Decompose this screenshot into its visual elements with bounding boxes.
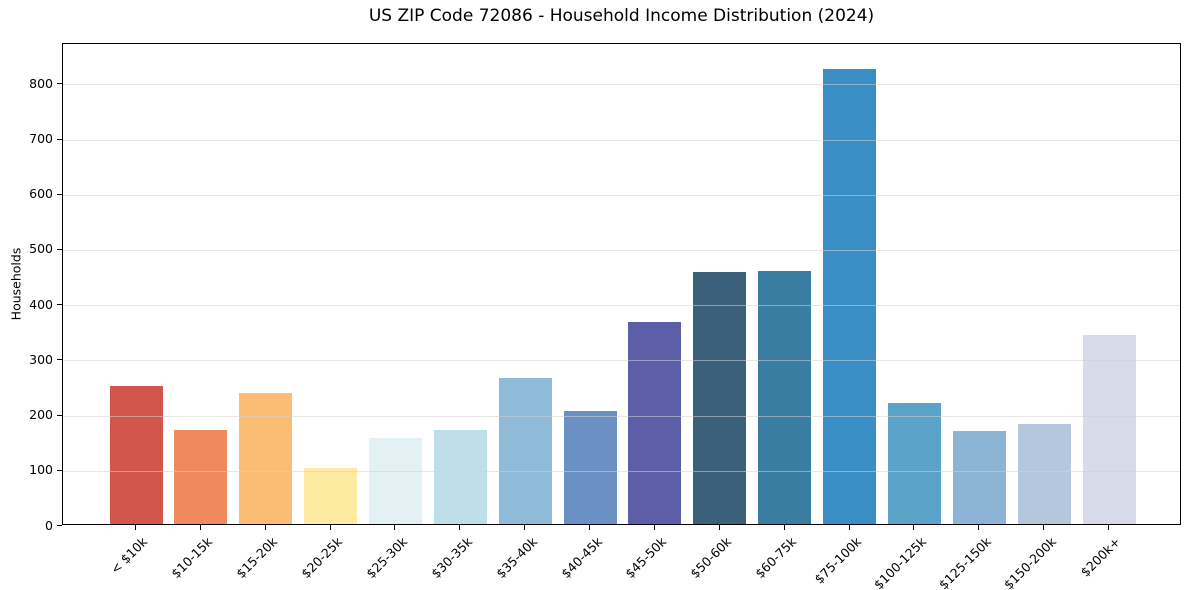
bar-$15-20k bbox=[239, 392, 293, 524]
x-tick-label-$25-30k: $25-30k bbox=[363, 534, 411, 582]
bar-$75-100k bbox=[823, 68, 877, 524]
x-tick-$60-75k bbox=[783, 525, 785, 530]
plot-area bbox=[62, 43, 1181, 525]
gridline-500 bbox=[63, 249, 1180, 251]
bar-$45-50k bbox=[628, 322, 682, 524]
x-tick-label-$50-60k: $50-60k bbox=[687, 534, 735, 582]
y-tick-label-500: 500 bbox=[29, 241, 53, 257]
bar-$25-30k bbox=[368, 437, 422, 524]
x-tick-$15-20k bbox=[264, 525, 266, 530]
x-tick-label-$45-50k: $45-50k bbox=[622, 534, 670, 582]
y-tick-300 bbox=[57, 359, 62, 361]
x-tick-label-$30-35k: $30-35k bbox=[427, 534, 475, 582]
bar-$30-35k bbox=[433, 429, 487, 524]
gridline-400 bbox=[63, 305, 1180, 307]
gridline-700 bbox=[63, 139, 1180, 141]
gridline-300 bbox=[63, 360, 1180, 362]
x-tick-label-< $10k: < $10k bbox=[107, 534, 151, 577]
x-tick-$125-150k bbox=[978, 525, 980, 530]
x-tick-$200k+ bbox=[1108, 525, 1109, 530]
x-tick-label-$10-15k: $10-15k bbox=[168, 534, 216, 582]
x-tick-label-$35-40k: $35-40k bbox=[492, 534, 540, 582]
x-tick-label-$20-25k: $20-25k bbox=[298, 534, 346, 582]
x-tick-label-$125-150k: $125-150k bbox=[935, 534, 994, 590]
x-tick-$25-30k bbox=[394, 525, 396, 530]
bar-$40-45k bbox=[563, 410, 617, 524]
y-tick-label-800: 800 bbox=[29, 75, 53, 91]
x-tick-$20-25k bbox=[329, 525, 331, 530]
bar-$60-75k bbox=[758, 270, 812, 524]
bar-$50-60k bbox=[693, 272, 747, 524]
x-tick-$30-35k bbox=[459, 525, 461, 530]
gridline-200 bbox=[63, 415, 1180, 417]
x-tick-label-$100-125k: $100-125k bbox=[870, 534, 930, 590]
bar-$10-15k bbox=[174, 430, 228, 524]
x-tick-$100-125k bbox=[913, 525, 915, 530]
x-tick-$50-60k bbox=[718, 525, 720, 530]
y-tick-400 bbox=[57, 304, 62, 306]
y-tick-200 bbox=[57, 414, 62, 416]
x-tick-label-$150-200k: $150-200k bbox=[1000, 534, 1059, 590]
bar-$150-200k bbox=[1017, 424, 1071, 524]
y-tick-label-100: 100 bbox=[29, 462, 53, 478]
bar-< $10k bbox=[109, 385, 163, 524]
x-tick-$75-100k bbox=[848, 525, 850, 530]
x-tick-$40-45k bbox=[589, 525, 591, 530]
y-tick-100 bbox=[57, 469, 62, 471]
bar-$20-25k bbox=[304, 467, 358, 524]
y-tick-label-0: 0 bbox=[45, 517, 53, 533]
y-tick-label-600: 600 bbox=[29, 186, 53, 202]
x-tick-label-$40-45k: $40-45k bbox=[557, 534, 605, 582]
chart-title: US ZIP Code 72086 - Household Income Dis… bbox=[368, 6, 875, 26]
x-tick-$150-200k bbox=[1043, 525, 1045, 530]
gridline-800 bbox=[63, 84, 1180, 86]
y-tick-label-300: 300 bbox=[29, 351, 53, 367]
x-tick-label-$200k+: $200k+ bbox=[1077, 534, 1124, 580]
bar-$35-40k bbox=[498, 378, 552, 524]
x-tick-label-$75-100k: $75-100k bbox=[811, 534, 865, 587]
bar-$200k+ bbox=[1082, 335, 1136, 524]
bar-$100-125k bbox=[887, 402, 941, 524]
bar-$125-150k bbox=[952, 431, 1006, 524]
x-tick-$45-50k bbox=[653, 525, 655, 530]
x-tick-$35-40k bbox=[524, 525, 526, 530]
y-tick-500 bbox=[57, 248, 62, 250]
gridline-600 bbox=[63, 194, 1180, 196]
y-tick-800 bbox=[57, 83, 62, 85]
gridline-100 bbox=[63, 470, 1180, 472]
x-tick-label-$60-75k: $60-75k bbox=[752, 534, 800, 582]
y-tick-0 bbox=[57, 525, 62, 526]
y-tick-label-700: 700 bbox=[29, 131, 53, 147]
y-tick-600 bbox=[57, 193, 62, 195]
x-tick-label-$15-20k: $15-20k bbox=[233, 534, 281, 582]
y-tick-700 bbox=[57, 138, 62, 140]
x-tick-$10-15k bbox=[199, 525, 201, 530]
x-tick-< $10k bbox=[135, 525, 136, 530]
y-tick-label-400: 400 bbox=[29, 296, 53, 312]
y-tick-label-200: 200 bbox=[29, 407, 53, 423]
